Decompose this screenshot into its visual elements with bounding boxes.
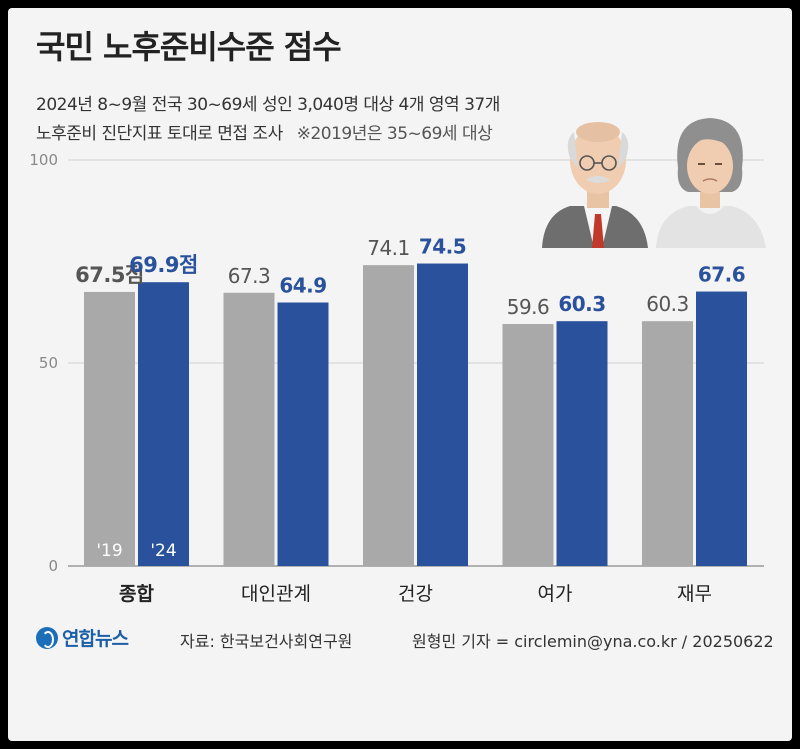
bar-chart: 0 50 100 [29, 118, 766, 605]
elderly-man-icon [542, 122, 648, 248]
infographic: 국민 노후준비수준 점수 2024년 8~9월 전국 30~69세 성인 3,0… [8, 8, 792, 741]
yonhap-logo: 연합뉴스 [36, 624, 129, 651]
data-label: 67.3 [228, 264, 271, 288]
data-label: 59.6 [507, 295, 550, 319]
bar-curr [138, 282, 189, 566]
logo-text: 연합뉴스 [62, 628, 129, 650]
bar-curr [556, 321, 608, 566]
legend-label: '19 [96, 541, 122, 561]
data-label: 74.1 [367, 236, 410, 260]
credit-text: 원형민 기자 = circlemin@yna.co.kr / 20250622 [412, 632, 774, 651]
x-tick-label: 건강 [398, 583, 433, 605]
elderly-woman-icon [656, 118, 766, 248]
data-label: 69.9점 [129, 253, 198, 277]
y-tick-label: 0 [48, 557, 58, 575]
y-tick-label: 50 [39, 354, 58, 372]
subtitle-line-1: 2024년 8~9월 전국 30~69세 성인 3,040명 대상 4개 영역 … [36, 95, 500, 115]
bar-prev [84, 291, 135, 566]
legend-label: '24 [150, 541, 176, 561]
data-label: 74.5 [419, 235, 466, 259]
x-tick-label: 여가 [538, 583, 573, 605]
bar-prev [502, 324, 554, 566]
bar-curr [417, 263, 468, 566]
bar-prev [223, 292, 275, 566]
x-tick-label: 종합 [119, 583, 154, 605]
bar-curr [277, 302, 329, 566]
yonhap-logo-icon [36, 626, 58, 649]
survey-note: ※2019년은 35~69세 대상 [296, 124, 493, 144]
bar-curr [696, 291, 747, 566]
y-tick-label: 100 [29, 151, 58, 169]
data-label: 60.3 [646, 292, 689, 316]
subtitle-line-2: 노후준비 진단지표 토대로 면접 조사 ※2019년은 35~69세 대상 [36, 119, 493, 144]
bar-prev [363, 265, 414, 566]
data-label: 67.5점 [75, 263, 144, 287]
x-tick-label: 재무 [677, 583, 712, 605]
data-label: 60.3 [558, 292, 605, 316]
data-label: 64.9 [279, 274, 326, 298]
source-text: 자료: 한국보건사회연구원 [180, 632, 353, 651]
bar-prev [642, 321, 693, 566]
subtitle-line-2-text: 노후준비 진단지표 토대로 면접 조사 [36, 124, 283, 144]
page-title: 국민 노후준비수준 점수 [36, 28, 342, 66]
data-label: 67.6 [698, 263, 745, 287]
x-tick-label: 대인관계 [241, 583, 311, 605]
